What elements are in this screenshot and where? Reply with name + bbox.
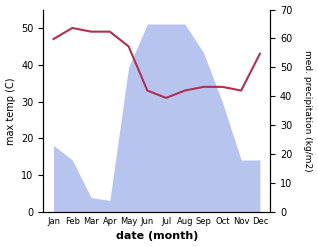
Y-axis label: med. precipitation (kg/m2): med. precipitation (kg/m2) bbox=[303, 50, 313, 172]
Y-axis label: max temp (C): max temp (C) bbox=[5, 77, 16, 144]
X-axis label: date (month): date (month) bbox=[115, 231, 198, 242]
